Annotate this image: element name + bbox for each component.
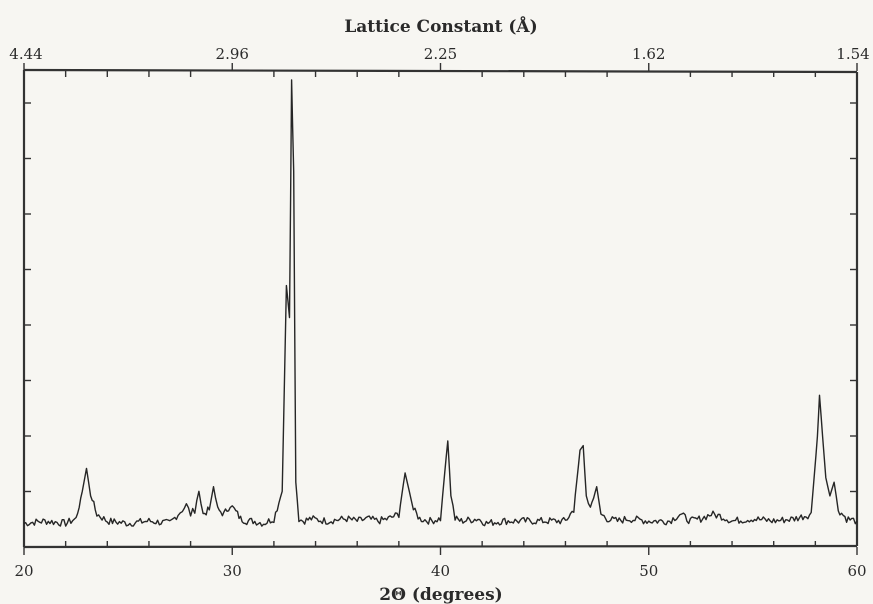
diffraction-trace bbox=[23, 79, 858, 527]
tick-label-group: 20 30 40 50 60 4.44 2.96 2.25 1.62 1.54 bbox=[9, 45, 869, 580]
bottom-tick-label: 30 bbox=[223, 562, 242, 580]
bottom-tick-label: 50 bbox=[639, 562, 658, 580]
top-tick-label: 4.44 bbox=[9, 45, 42, 63]
top-tick-label: 2.25 bbox=[424, 45, 457, 63]
top-tick-label: 2.96 bbox=[216, 45, 249, 63]
tick-group bbox=[23, 63, 858, 555]
top-tick-label: 1.54 bbox=[836, 45, 869, 63]
bottom-tick-label: 40 bbox=[431, 562, 450, 580]
bottom-tick-label: 60 bbox=[847, 562, 866, 580]
top-axis-title: Lattice Constant (Å) bbox=[344, 15, 537, 37]
top-tick-label: 1.62 bbox=[632, 45, 665, 63]
x-axis-title: 2Θ (degrees) bbox=[379, 585, 502, 604]
bottom-tick-label: 20 bbox=[14, 562, 33, 580]
bottom-axis-line bbox=[23, 544, 858, 549]
